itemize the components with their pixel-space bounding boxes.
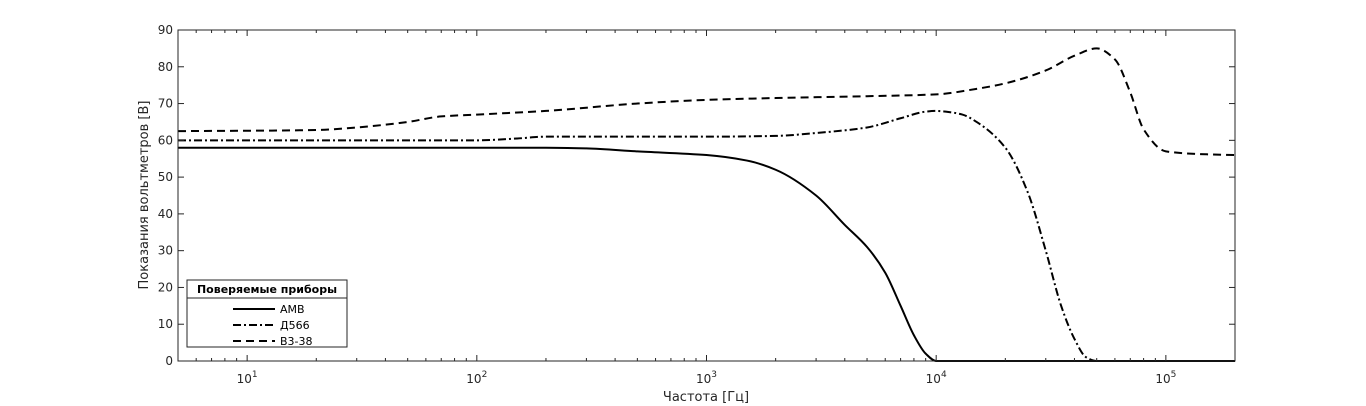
legend: Поверяемые приборы АМВ Д566 В3-38: [186, 279, 348, 348]
legend-title: Поверяемые приборы: [197, 283, 337, 296]
x-tick-exponent: 1: [252, 370, 258, 380]
x-tick-label: 103: [696, 370, 717, 386]
legend-label-3: В3-38: [280, 335, 313, 348]
plot-area: [178, 30, 1235, 361]
x-tick-exponent: 4: [941, 370, 947, 380]
x-tick-label: 105: [1155, 370, 1176, 386]
x-tick-label: 104: [926, 370, 947, 386]
legend-box: [186, 279, 348, 348]
y-tick-label: 90: [158, 23, 173, 37]
y-tick-label: 80: [158, 60, 173, 74]
y-tick-label: 50: [158, 170, 173, 184]
x-tick-base: 10: [696, 372, 711, 386]
x-tick-base: 10: [926, 372, 941, 386]
y-tick-label: 70: [158, 97, 173, 111]
x-tick-exponent: 5: [1171, 370, 1177, 380]
x-axis-label: Частота [Гц]: [663, 390, 749, 405]
y-tick-label: 20: [158, 280, 173, 294]
x-tick-exponent: 3: [711, 370, 717, 380]
x-tick-label: 101: [237, 370, 258, 386]
x-tick-base: 10: [1155, 372, 1170, 386]
series-line-2: [178, 109, 1235, 363]
y-tick-label: 10: [158, 317, 173, 331]
legend-entries: АМВ Д566 В3-38: [233, 303, 313, 348]
y-tick-label: 0: [165, 354, 173, 368]
legend-label-2: Д566: [280, 319, 310, 332]
series-line-3: [177, 47, 1236, 157]
y-axis-label: Показания вольтметров [В]: [137, 101, 152, 290]
legend-label-1: АМВ: [280, 303, 305, 316]
x-tick-base: 10: [466, 372, 481, 386]
x-tick-base: 10: [237, 372, 252, 386]
x-tick-label: 102: [466, 370, 487, 386]
y-tick-label: 30: [158, 244, 173, 258]
y-tick-label: 60: [158, 133, 173, 147]
y-tick-label: 40: [158, 207, 173, 221]
x-tick-exponent: 2: [482, 370, 488, 380]
